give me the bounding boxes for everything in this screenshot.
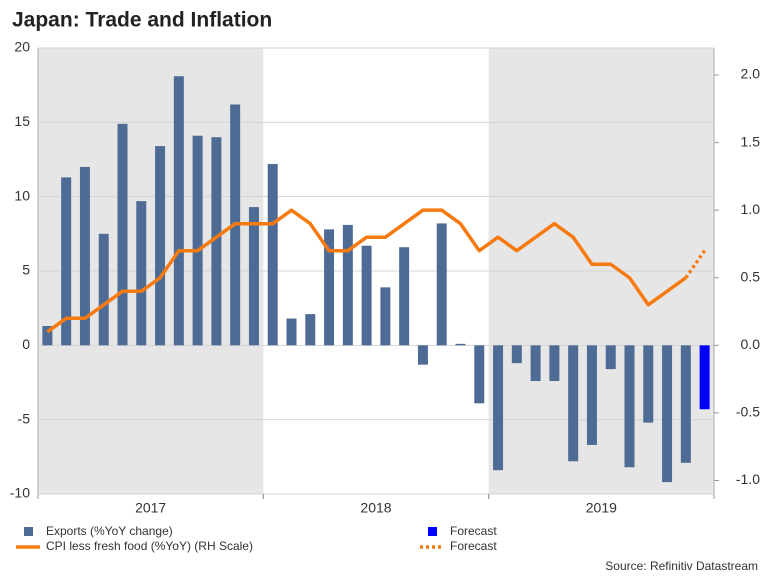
- legend-swatch: [428, 527, 437, 536]
- bar: [79, 166, 90, 346]
- bar: [286, 318, 297, 346]
- bar: [361, 245, 372, 346]
- bar: [662, 345, 673, 483]
- bar: [549, 345, 560, 382]
- bar: [192, 135, 203, 346]
- legend-label: Exports (%YoY change): [46, 524, 173, 538]
- bar: [61, 177, 72, 346]
- source: Source: Refinitiv Datastream: [605, 559, 758, 573]
- bar: [586, 345, 597, 445]
- chart-title: Japan: Trade and Inflation: [12, 9, 272, 32]
- bar: [455, 343, 466, 346]
- bar: [530, 345, 541, 382]
- bar: [98, 233, 109, 346]
- y-tick-label: 5: [22, 262, 30, 278]
- y2-tick-label: 1.0: [741, 201, 761, 217]
- bar: [511, 345, 522, 364]
- y2-tick-label: 2.0: [741, 66, 761, 82]
- bar: [42, 326, 53, 346]
- bar: [305, 314, 316, 346]
- bar: [248, 207, 259, 346]
- bar: [136, 201, 147, 346]
- bar: [155, 146, 166, 346]
- bar: [699, 345, 710, 410]
- bar: [624, 345, 635, 468]
- legend-label: Forecast: [450, 524, 497, 538]
- legend-label: Forecast: [450, 539, 497, 553]
- y-tick-label: 15: [14, 113, 30, 129]
- x-tick-label: 2019: [586, 500, 617, 516]
- bar: [605, 345, 616, 370]
- bar: [680, 345, 691, 463]
- bar: [493, 345, 504, 471]
- y-tick-label: 0: [22, 336, 30, 352]
- bar: [399, 247, 410, 346]
- y2-tick-label: -0.5: [736, 404, 760, 420]
- bar: [211, 137, 222, 346]
- bar: [117, 123, 128, 346]
- y2-tick-label: 0.0: [741, 336, 761, 352]
- bar: [568, 345, 579, 462]
- bar: [643, 345, 654, 423]
- y-tick-label: -5: [18, 410, 31, 426]
- bar: [324, 229, 335, 346]
- line: [46, 208, 687, 334]
- y-tick-label: 20: [14, 39, 30, 55]
- bar: [436, 223, 447, 346]
- y2-tick-label: 0.5: [741, 268, 761, 284]
- y2-tick-label: -1.0: [736, 471, 760, 487]
- bar: [267, 163, 278, 346]
- y-tick-label: 10: [14, 187, 30, 203]
- y2-tick-label: 1.5: [741, 133, 761, 149]
- bar: [474, 345, 485, 404]
- y-tick-label: -10: [10, 485, 30, 501]
- legend-swatch: [24, 527, 33, 536]
- x-tick-label: 2017: [135, 500, 166, 516]
- bar: [173, 76, 184, 346]
- bar: [380, 287, 391, 346]
- bar: [342, 224, 353, 346]
- x-tick-label: 2018: [360, 500, 391, 516]
- legend-label: CPI less fresh food (%YoY) (RH Scale): [46, 539, 253, 553]
- bar: [417, 345, 428, 365]
